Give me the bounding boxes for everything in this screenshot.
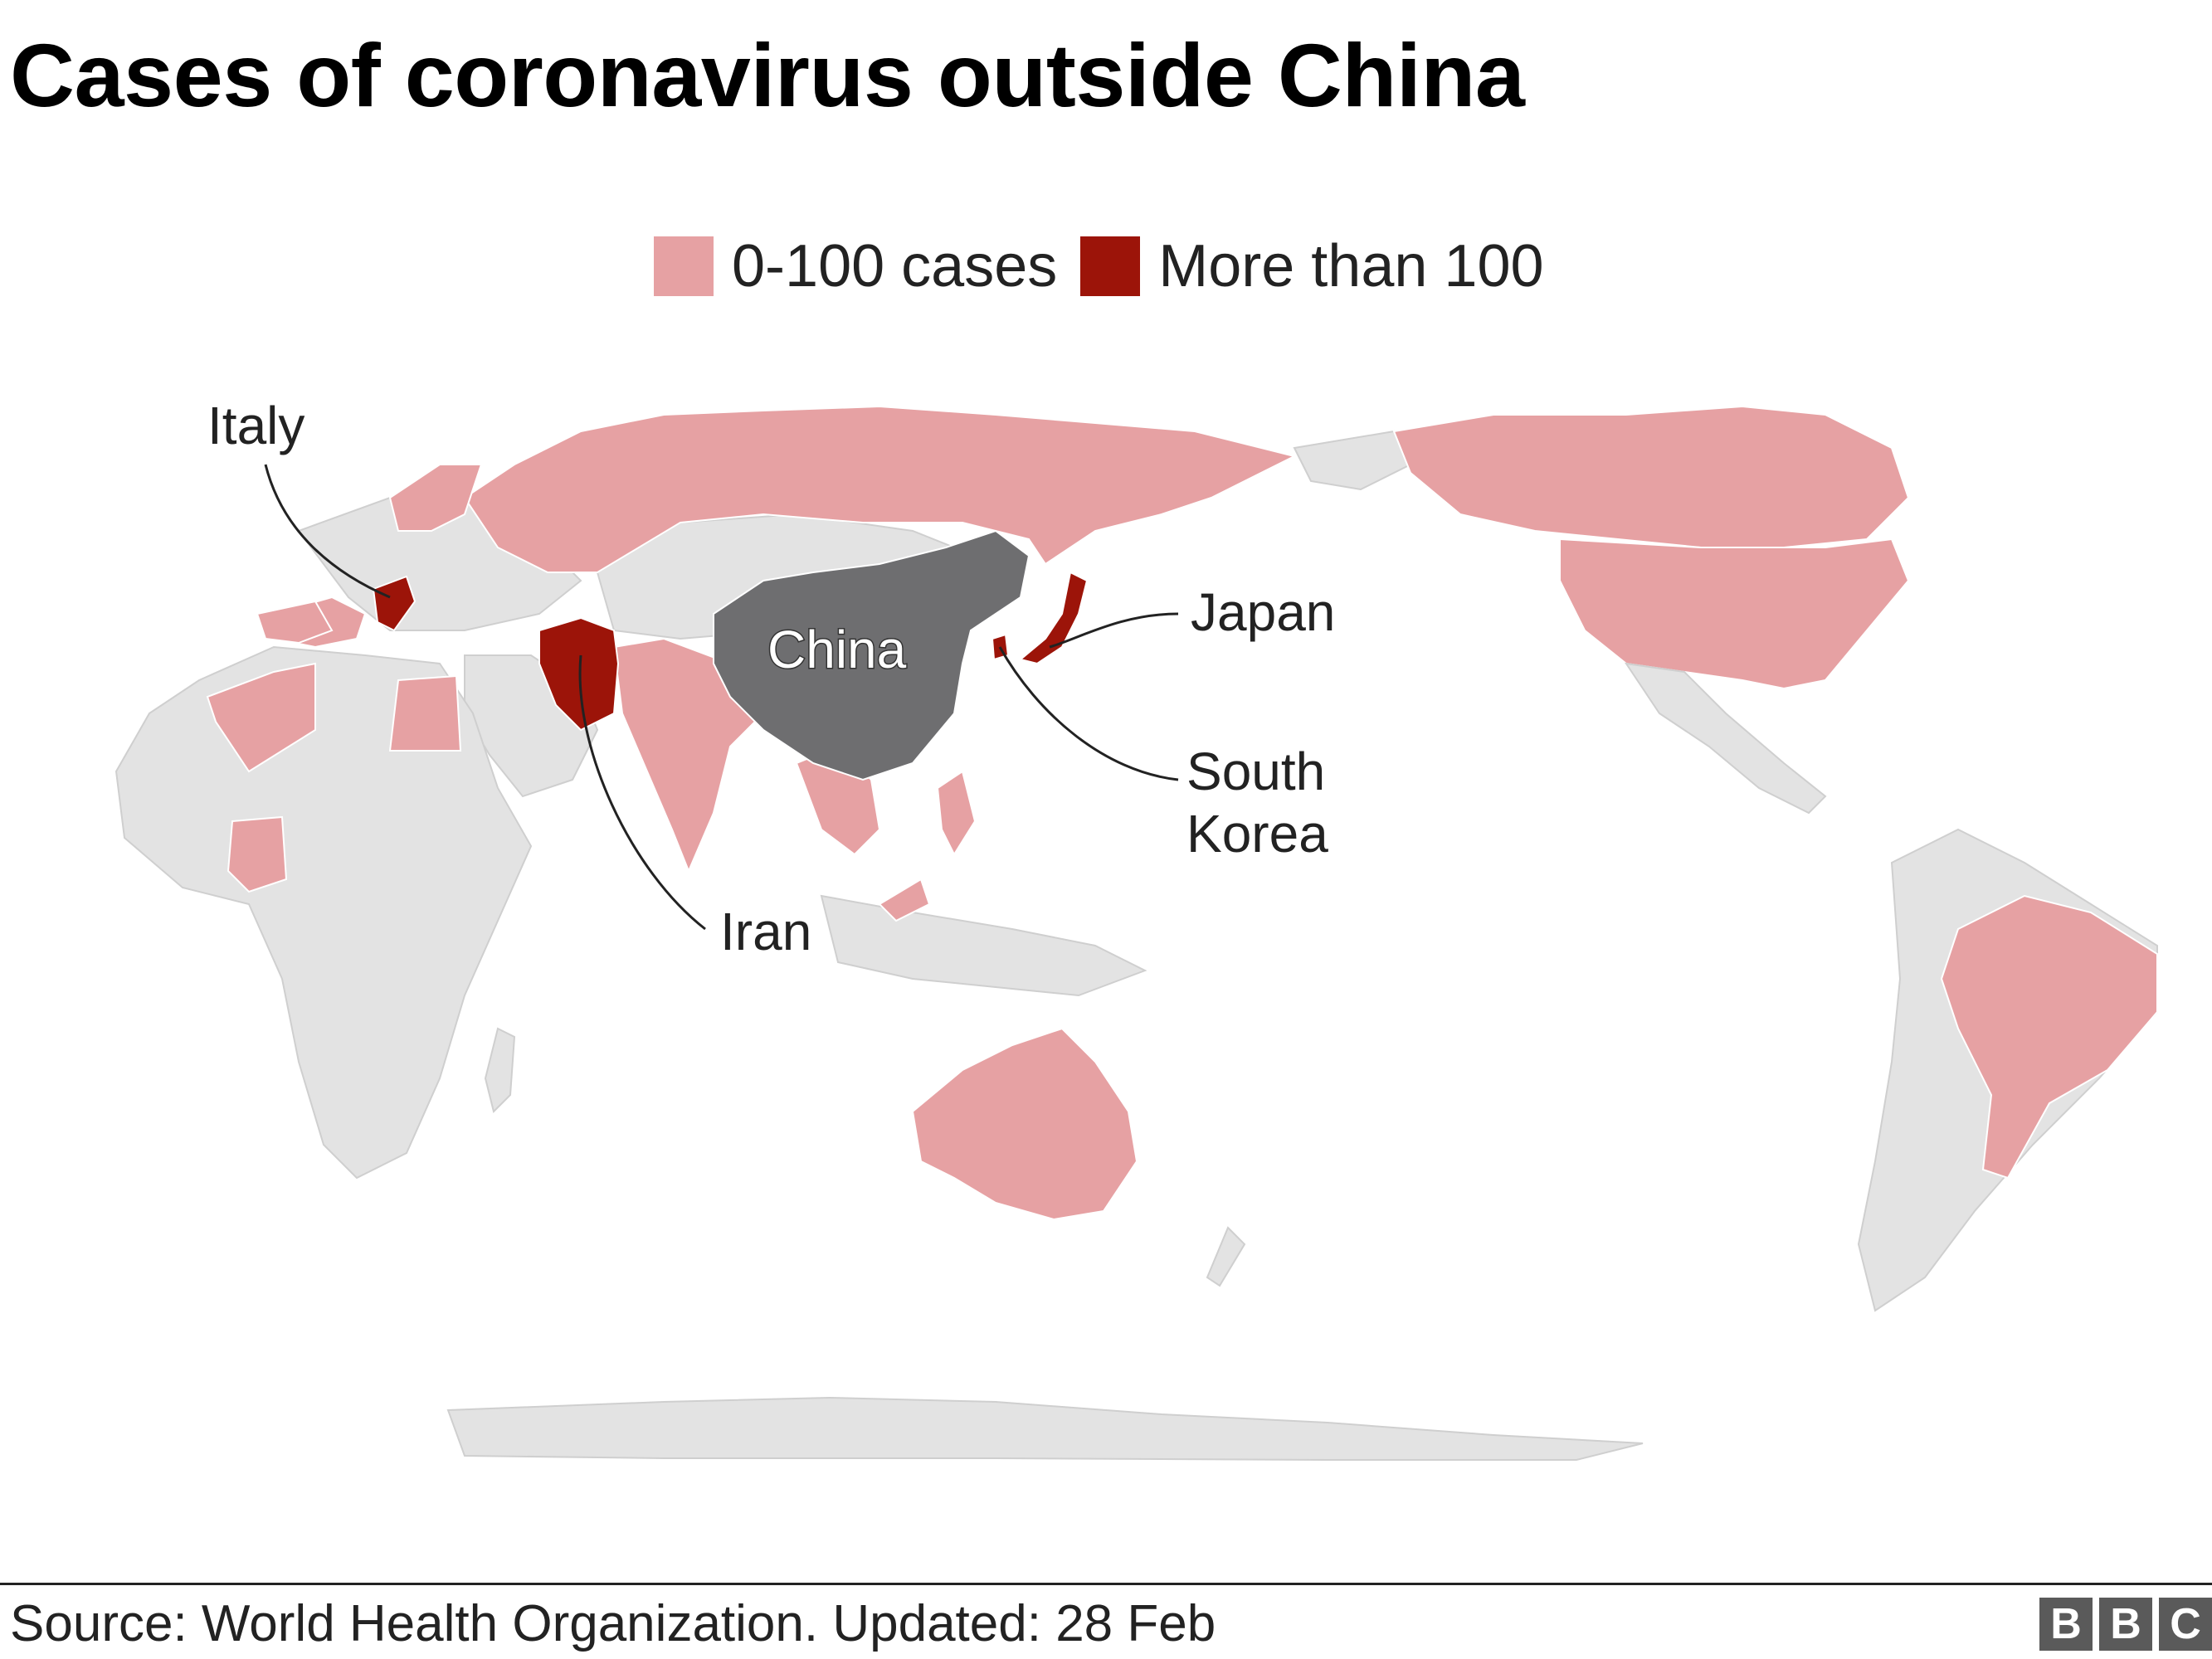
region-china: [713, 529, 1030, 781]
chart-title: Cases of coronavirus outside China: [10, 25, 1525, 125]
legend-label-low: 0-100 cases: [732, 233, 1058, 299]
region-alaska-grey: [1293, 430, 1412, 491]
bbc-logo-letter: B: [2039, 1598, 2093, 1651]
leader-line-italy: [264, 464, 391, 599]
region-malaysia-low: [878, 878, 931, 922]
region-scandinavia-low: [388, 464, 483, 532]
region-egypt-low: [388, 674, 462, 752]
region-usa-low: [1559, 538, 1910, 690]
legend-item-low: 0-100 cases: [654, 232, 1057, 300]
region-russia-low: [463, 405, 1297, 573]
label-japan: Japan: [1191, 582, 1335, 642]
region-antarctica-grey: [446, 1396, 1644, 1461]
region-madagascar-grey: [484, 1027, 516, 1113]
region-iran-high: [538, 616, 620, 732]
bbc-logo: B B C: [2039, 1598, 2212, 1651]
region-central-america-grey: [1624, 662, 1827, 815]
leader-line-south-korea: [998, 646, 1179, 781]
region-india-low: [612, 637, 765, 873]
legend-swatch-high: [1080, 236, 1141, 296]
leader-line-japan: [1049, 612, 1179, 649]
label-china: China: [767, 620, 907, 679]
legend-label-high: More than 100: [1158, 233, 1544, 299]
legend-swatch-low: [654, 236, 714, 296]
world-map: Italy Iran Japan South Korea China: [114, 396, 2158, 1461]
legend: 0-100 cases More than 100: [654, 232, 1567, 300]
region-australia-low: [911, 1027, 1138, 1221]
region-iberia-low: [256, 600, 334, 645]
bbc-logo-letter: B: [2099, 1598, 2152, 1651]
region-philippines-low: [936, 770, 977, 857]
label-south-korea-line1: South: [1186, 742, 1325, 801]
region-algeria-low: [206, 662, 316, 773]
region-canada-low: [1392, 405, 1910, 548]
region-new-zealand-grey: [1206, 1226, 1246, 1287]
source-note: Source: World Health Organization. Updat…: [10, 1595, 1216, 1652]
region-indonesia-grey: [820, 894, 1147, 997]
footer-divider: [0, 1583, 2212, 1585]
label-south-korea-line2: Korea: [1186, 804, 1328, 864]
bbc-logo-letter: C: [2159, 1598, 2212, 1651]
label-italy: Italy: [207, 396, 305, 455]
legend-item-high: More than 100: [1080, 232, 1544, 300]
label-iran: Iran: [720, 902, 811, 961]
region-japan-high: [1018, 571, 1089, 665]
region-africa-grey: [114, 645, 533, 1180]
region-italy-high: [372, 575, 417, 632]
leader-line-iran: [578, 654, 706, 931]
region-brazil-low: [1940, 894, 2158, 1180]
region-nigeria-low: [227, 815, 288, 893]
